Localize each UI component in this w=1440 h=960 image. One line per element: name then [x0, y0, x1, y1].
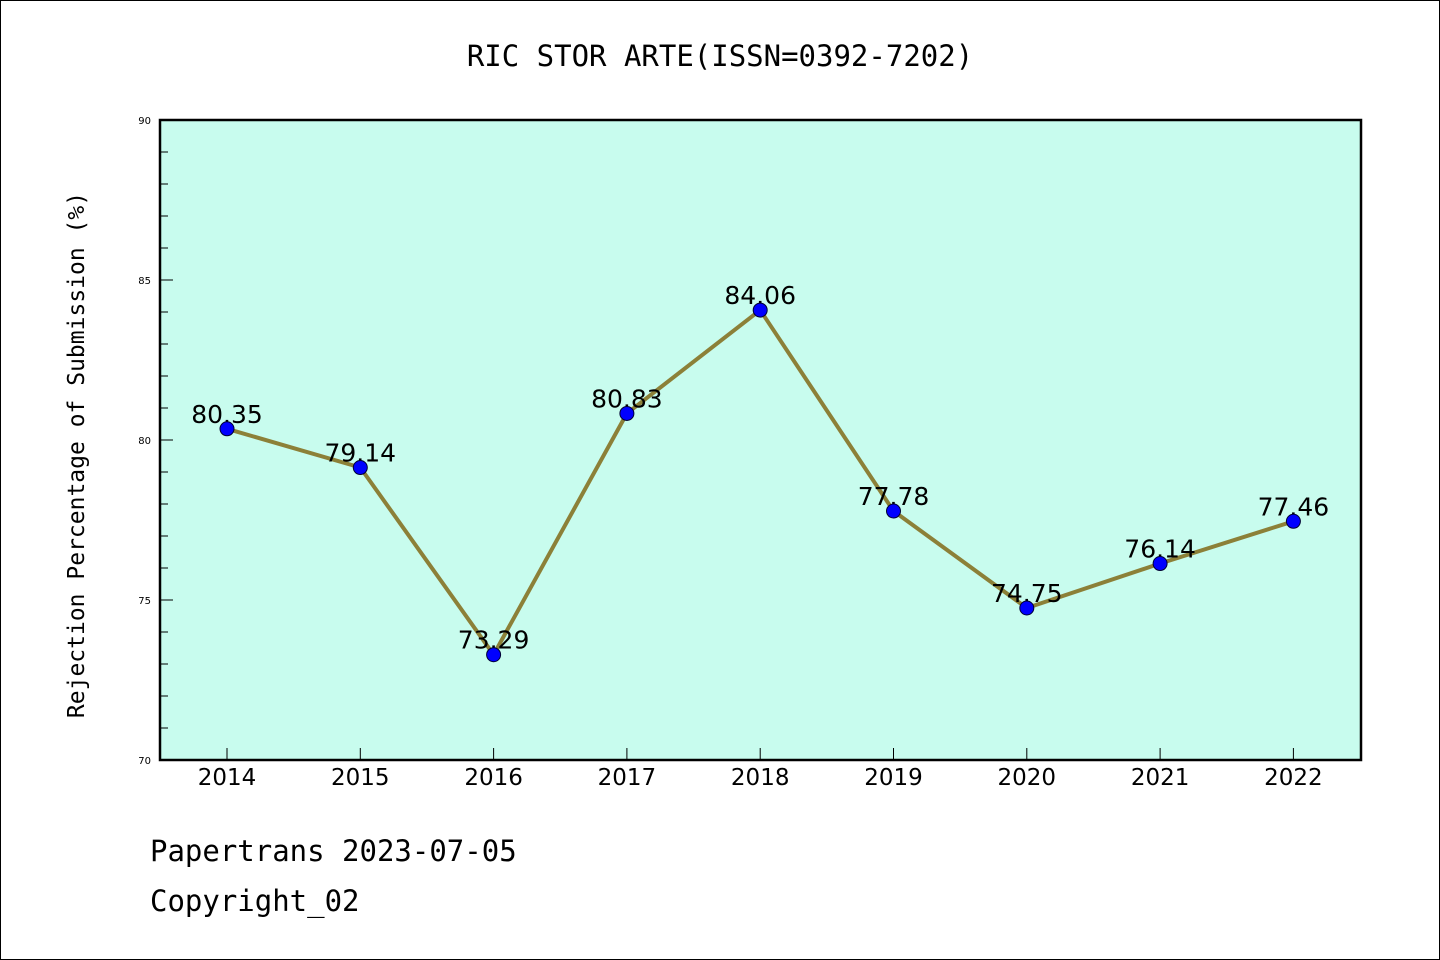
data-markers [219, 302, 1301, 663]
plot-border [158, 118, 1363, 762]
y-minor-ticks [160, 151, 168, 729]
plot-area [160, 120, 1361, 760]
x-tick-label: 2018 [731, 765, 790, 791]
data-point [486, 647, 502, 663]
chart-title: RIC STOR ARTE(ISSN=0392-7202) [467, 39, 973, 73]
data-point [752, 302, 768, 318]
y-tick-label: 90 [138, 116, 151, 127]
x-tick-label: 2016 [464, 765, 523, 791]
data-point [886, 503, 901, 519]
x-tick-label: 2020 [998, 765, 1057, 791]
data-point [352, 460, 368, 476]
x-axis-ticks: 2014 2015 2016 2017 2018 2019 2020 2021 2022 [198, 748, 1323, 791]
x-tick-label: 2022 [1264, 765, 1323, 791]
x-tick-label: 2019 [864, 765, 923, 791]
x-tick-label: 2021 [1131, 765, 1190, 791]
data-labels: 80.3579.1473.2980.8384.0677.7874.7576.14… [191, 281, 1329, 655]
data-point [1152, 556, 1168, 572]
y-tick-label: 75 [138, 596, 151, 607]
y-axis-label: Rejection Percentage of Submission (%) [64, 192, 90, 718]
y-tick-label: 80 [138, 436, 151, 447]
footer-date-text: Papertrans 2023-07-05 [150, 834, 517, 868]
data-point [1285, 513, 1301, 529]
footer-copyright-text: Copyright_02 [150, 884, 360, 918]
data-point [1019, 600, 1035, 616]
data-point [219, 421, 235, 437]
y-tick-label: 70 [138, 756, 151, 767]
y-tick-label: 85 [138, 276, 151, 287]
x-tick-label: 2017 [598, 765, 657, 791]
x-tick-label: 2014 [198, 765, 257, 791]
x-tick-label: 2015 [331, 765, 390, 791]
data-point [619, 405, 635, 421]
